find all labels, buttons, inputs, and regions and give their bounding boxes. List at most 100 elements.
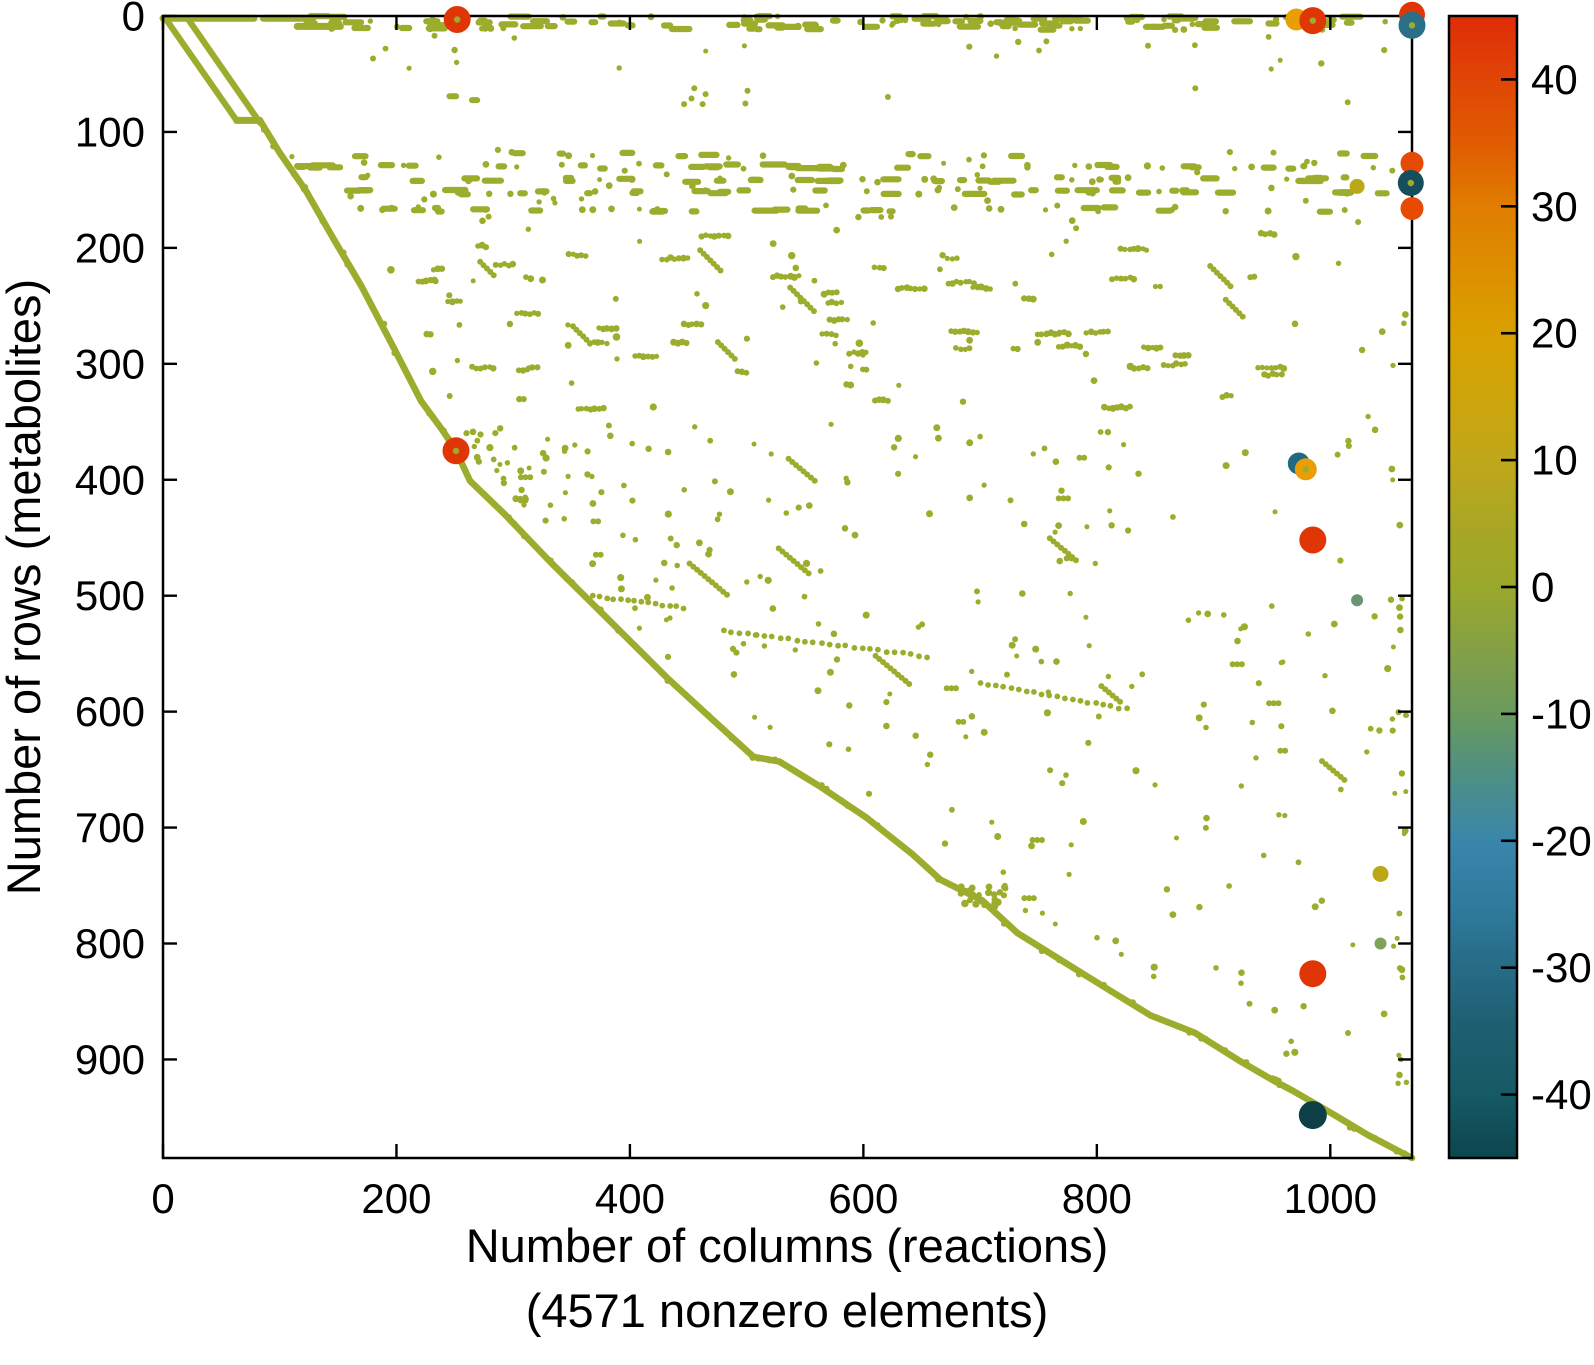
data-point <box>846 350 853 357</box>
data-point <box>508 148 516 156</box>
data-point <box>724 232 732 240</box>
data-point <box>779 304 786 310</box>
data-point <box>1271 1006 1279 1014</box>
data-point <box>313 165 319 171</box>
data-point <box>1291 320 1299 328</box>
data-point <box>1083 330 1089 336</box>
highlight-bubble <box>1372 865 1389 882</box>
data-point <box>1389 727 1396 734</box>
data-point <box>440 427 447 434</box>
data-point <box>1239 313 1246 320</box>
data-point <box>1085 163 1093 170</box>
data-point <box>490 272 497 279</box>
data-point <box>716 511 723 517</box>
data-point <box>981 482 987 488</box>
data-point <box>506 320 514 328</box>
data-point <box>740 640 747 647</box>
data-point <box>1180 26 1188 33</box>
data-point <box>1095 713 1102 720</box>
data-point <box>941 160 947 166</box>
data-point <box>688 95 695 102</box>
data-point <box>1105 673 1112 680</box>
data-point <box>608 205 615 213</box>
data-point <box>612 333 621 341</box>
data-point <box>924 761 931 768</box>
data-point <box>1251 273 1258 280</box>
data-point <box>944 255 950 261</box>
data-point <box>332 19 339 26</box>
data-point <box>833 300 840 307</box>
data-point <box>788 172 796 180</box>
data-point <box>935 434 942 442</box>
data-point <box>1054 202 1061 209</box>
data-point <box>421 196 428 203</box>
y-tick-label: 200 <box>75 224 145 271</box>
data-point <box>1060 495 1067 502</box>
data-point <box>645 599 652 606</box>
data-point <box>1389 716 1396 722</box>
data-point <box>826 741 833 748</box>
data-point <box>304 189 311 196</box>
data-point <box>987 286 993 292</box>
data-point <box>847 363 854 370</box>
data-point <box>744 87 751 94</box>
data-point <box>985 883 993 891</box>
data-point <box>610 596 616 603</box>
data-point <box>494 467 500 474</box>
x-tick-label: 1000 <box>1284 1175 1377 1222</box>
data-point <box>949 256 955 262</box>
data-point <box>883 699 890 706</box>
data-point <box>939 252 946 259</box>
data-point <box>683 339 690 347</box>
data-point <box>917 286 923 292</box>
data-point <box>862 611 870 619</box>
data-point <box>741 43 748 49</box>
data-point <box>645 353 652 360</box>
data-point <box>985 205 993 212</box>
data-point <box>1395 1080 1401 1087</box>
data-point <box>615 627 622 634</box>
data-point <box>549 560 556 567</box>
data-point <box>1390 644 1396 650</box>
data-point <box>1124 705 1130 712</box>
data-point <box>1054 693 1061 700</box>
data-point <box>874 822 881 829</box>
data-point <box>1396 613 1404 620</box>
data-point <box>616 19 623 27</box>
data-point <box>985 889 993 896</box>
data-point <box>1195 610 1202 616</box>
data-point <box>1234 637 1241 645</box>
data-point <box>485 213 492 220</box>
data-point <box>977 185 983 191</box>
data-point <box>1284 176 1290 182</box>
data-point <box>1084 700 1091 706</box>
data-point <box>860 352 866 358</box>
data-point <box>1007 497 1014 504</box>
data-point <box>966 494 974 502</box>
data-point <box>1107 508 1113 514</box>
y-tick-label: 800 <box>75 920 145 967</box>
data-point <box>1185 617 1192 623</box>
data-point <box>452 447 460 454</box>
data-point <box>422 277 430 285</box>
data-point <box>1238 661 1245 668</box>
data-point <box>1073 225 1080 232</box>
data-point <box>1062 695 1068 702</box>
data-point <box>659 602 666 609</box>
data-point <box>766 497 772 503</box>
data-point <box>761 643 768 649</box>
data-point <box>975 599 981 605</box>
data-point <box>1107 702 1114 709</box>
data-point <box>1021 295 1028 302</box>
data-point <box>667 603 674 609</box>
data-point <box>562 490 569 496</box>
data-point <box>613 325 620 332</box>
data-point <box>429 367 437 376</box>
data-point <box>880 265 887 272</box>
data-point <box>582 253 589 259</box>
data-point <box>1014 653 1020 659</box>
data-point <box>890 444 898 451</box>
data-point <box>1392 790 1398 796</box>
data-point <box>1117 698 1124 705</box>
data-point <box>724 591 730 598</box>
